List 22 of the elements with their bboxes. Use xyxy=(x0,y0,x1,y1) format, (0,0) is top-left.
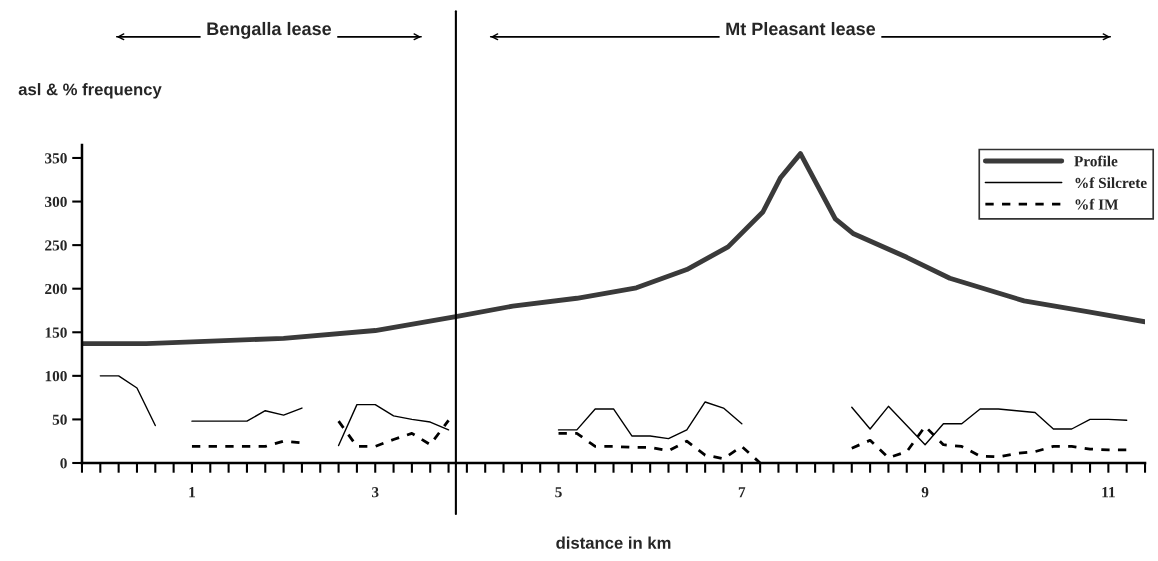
y-tick-label: 150 xyxy=(45,327,67,338)
y-axis-title: asl & % frequency xyxy=(18,83,162,99)
x-tick-label: 7 xyxy=(738,487,746,498)
y-tick-label: 200 xyxy=(45,283,67,295)
x-tick-label: 5 xyxy=(555,487,562,498)
x-tick-label: 3 xyxy=(372,487,379,498)
y-tick-label: 50 xyxy=(52,414,67,425)
legend-label: %f IM xyxy=(1075,198,1119,210)
y-tick-label: 250 xyxy=(45,240,67,251)
text: Bengalla lease xyxy=(207,21,332,39)
text: Mt Pleasant lease xyxy=(726,21,876,36)
x-tick-label: 11 xyxy=(1102,487,1115,498)
x-tick-label: 1 xyxy=(189,487,195,498)
y-tick-label: 100 xyxy=(45,370,67,382)
y-tick-label: 300 xyxy=(45,196,67,207)
legend-label: %f Silcrete xyxy=(1075,177,1147,189)
x-tick-label: 9 xyxy=(921,487,929,498)
y-tick-label: 350 xyxy=(45,153,67,164)
x-axis-title: distance in km xyxy=(556,536,671,549)
legend-label: Profile xyxy=(1074,155,1118,167)
y-tick-label: 0 xyxy=(60,458,67,469)
line-series xyxy=(81,151,1146,347)
